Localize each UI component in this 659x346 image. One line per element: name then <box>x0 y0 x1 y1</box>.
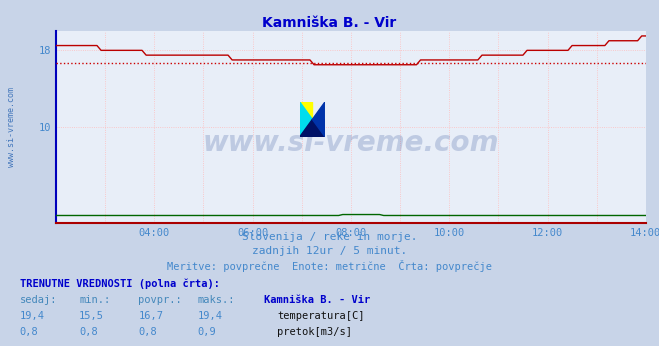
Text: Meritve: povprečne  Enote: metrične  Črta: povprečje: Meritve: povprečne Enote: metrične Črta:… <box>167 260 492 272</box>
Text: povpr.:: povpr.: <box>138 295 182 305</box>
Text: zadnjih 12ur / 5 minut.: zadnjih 12ur / 5 minut. <box>252 246 407 256</box>
Text: maks.:: maks.: <box>198 295 235 305</box>
Polygon shape <box>312 102 325 137</box>
Text: TRENUTNE VREDNOSTI (polna črta):: TRENUTNE VREDNOSTI (polna črta): <box>20 279 219 289</box>
Text: sedaj:: sedaj: <box>20 295 57 305</box>
Bar <box>300 102 312 119</box>
Text: 15,5: 15,5 <box>79 311 104 321</box>
Text: Kamniška B. - Vir: Kamniška B. - Vir <box>262 16 397 29</box>
Text: 19,4: 19,4 <box>198 311 223 321</box>
Text: 0,8: 0,8 <box>138 327 157 337</box>
Text: www.si-vreme.com: www.si-vreme.com <box>7 87 16 167</box>
Text: Slovenija / reke in morje.: Slovenija / reke in morje. <box>242 232 417 242</box>
Text: 0,8: 0,8 <box>20 327 38 337</box>
Text: 16,7: 16,7 <box>138 311 163 321</box>
Bar <box>312 119 325 137</box>
Polygon shape <box>300 102 312 137</box>
Polygon shape <box>300 119 325 137</box>
Text: temperatura[C]: temperatura[C] <box>277 311 365 321</box>
Text: www.si-vreme.com: www.si-vreme.com <box>203 128 499 156</box>
Text: Kamniška B. - Vir: Kamniška B. - Vir <box>264 295 370 305</box>
Text: min.:: min.: <box>79 295 110 305</box>
Text: 0,9: 0,9 <box>198 327 216 337</box>
Text: 0,8: 0,8 <box>79 327 98 337</box>
Text: pretok[m3/s]: pretok[m3/s] <box>277 327 353 337</box>
Text: 19,4: 19,4 <box>20 311 45 321</box>
